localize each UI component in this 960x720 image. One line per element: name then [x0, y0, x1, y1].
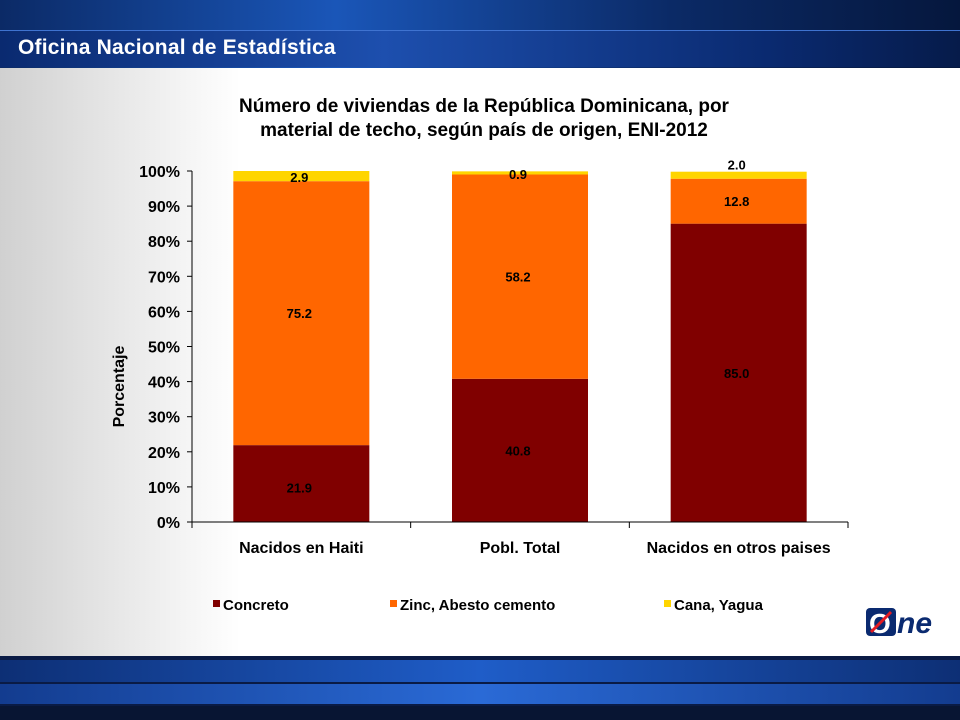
- bar-concreto: [670, 223, 807, 522]
- y-tick-label: 80%: [148, 234, 180, 251]
- bar-concreto: [452, 378, 588, 522]
- data-label: 0.9: [509, 167, 527, 182]
- data-label: 58.2: [505, 270, 530, 285]
- y-tick-label: 0%: [157, 515, 180, 532]
- legend-label: Cana, Yagua: [674, 597, 764, 614]
- bar-concreto: [233, 445, 370, 522]
- x-tick-label: Pobl. Total: [480, 540, 561, 557]
- x-tick-label: Nacidos en Haiti: [239, 540, 363, 557]
- y-axis-label: Porcentaje: [111, 345, 128, 427]
- x-tick-label: Nacidos en otros paises: [647, 540, 831, 557]
- bars: 21.9 75.2 2.9 40.8 58.2 0.9 85.0 12.8 2.0: [233, 158, 807, 522]
- one-logo: O ne: [866, 607, 932, 638]
- header-band: [0, 30, 960, 67]
- data-label: 2.9: [290, 170, 308, 185]
- footer-band: [0, 684, 960, 704]
- svg-text:ne: ne: [897, 607, 932, 638]
- background-decoration: [0, 68, 240, 658]
- data-label: 40.8: [505, 443, 530, 458]
- y-tick-label: 70%: [148, 269, 180, 286]
- y-tick-label: 90%: [148, 199, 180, 216]
- footer-band: [0, 706, 960, 720]
- legend-swatch: [213, 600, 220, 607]
- legend-swatch: [664, 600, 671, 607]
- data-label: 2.0: [728, 158, 746, 173]
- bar-zinc-abesto-cemento: [670, 178, 807, 224]
- bar-cana-yagua: [670, 171, 807, 179]
- legend-label: Zinc, Abesto cemento: [400, 597, 555, 614]
- x-axis: Nacidos en Haiti Pobl. Total Nacidos en ot…: [191, 521, 849, 557]
- data-label: 85.0: [724, 366, 749, 381]
- bar-zinc-abesto-cemento: [452, 174, 588, 379]
- footer-band: [0, 660, 960, 682]
- data-label: 12.8: [724, 194, 749, 209]
- bar-cana-yagua: [233, 171, 370, 182]
- y-tick-label: 60%: [148, 304, 180, 321]
- data-label: 75.2: [287, 306, 312, 321]
- legend-label: Concreto: [223, 597, 289, 614]
- y-tick-label: 10%: [148, 480, 180, 497]
- chart-title: Número de viviendas de la República Domi…: [239, 96, 730, 141]
- bar-cana-yagua: [452, 171, 588, 175]
- y-tick-label: 20%: [148, 445, 180, 462]
- data-label: 21.9: [287, 481, 312, 496]
- legend-swatch: [390, 600, 397, 607]
- y-axis: 0% 10% 20% 30% 40% 50% 60% 70% 80% 90% 100% Porcent…: [111, 164, 193, 532]
- y-tick-label: 50%: [148, 340, 180, 357]
- y-tick-label: 40%: [148, 375, 180, 392]
- y-tick-label: 30%: [148, 410, 180, 427]
- chart-title-line: material de techo, según país de origen,…: [260, 120, 708, 141]
- legend: Concreto Zinc, Abesto cemento Cana, Yagua: [213, 597, 764, 614]
- chart-title-line: Número de viviendas de la República Domi…: [239, 96, 730, 117]
- bar-zinc-abesto-cemento: [233, 181, 370, 446]
- y-tick-label: 100%: [139, 164, 180, 181]
- header-title: Oficina Nacional de Estadística: [18, 36, 336, 59]
